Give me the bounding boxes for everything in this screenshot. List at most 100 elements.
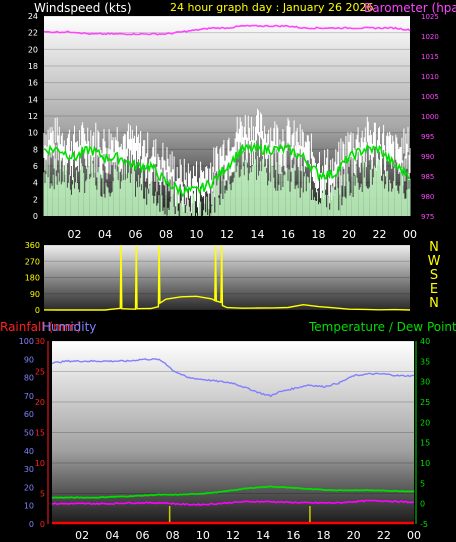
hour-tick-label: 00 — [403, 228, 417, 241]
wind-tick-label: 14 — [28, 95, 38, 104]
hour-tick-label: 18 — [312, 228, 326, 241]
hour-tick-label: 10 — [190, 228, 204, 241]
rainfall-tick-label: 5 — [40, 490, 45, 499]
humidity-tick-label: 40 — [24, 447, 34, 456]
barometer-tick-label: 985 — [421, 173, 434, 181]
humidity-tick-label: 30 — [24, 465, 34, 474]
wind-tick-label: 2 — [33, 195, 38, 204]
hour-tick-label: 10 — [196, 529, 210, 542]
temperature-tick-label: -5 — [420, 520, 428, 529]
direction-panel-background — [44, 245, 410, 310]
barometer-series — [43, 24, 411, 36]
barometer-axis-title: Barometer (hpa) — [364, 1, 456, 15]
wind-tick-label: 18 — [28, 62, 38, 71]
wind-speed-series — [43, 153, 411, 216]
rainfall-tick-label: 10 — [35, 459, 45, 468]
barometer-tick-label: 1010 — [421, 73, 439, 81]
hour-tick-label: 04 — [105, 529, 119, 542]
direction-tick-label: 90 — [30, 290, 40, 299]
wind-average-series — [43, 141, 411, 198]
date-title: 24 hour graph day : January 26 2026 — [170, 1, 374, 14]
barometer-tick-label: 1020 — [421, 33, 439, 41]
direction-tick-label: 270 — [25, 257, 40, 266]
hour-tick-label: 02 — [68, 228, 82, 241]
temperature-tick-label: 25 — [420, 398, 430, 407]
hour-tick-label: 22 — [373, 228, 387, 241]
barometer-tick-label: 1015 — [421, 53, 439, 61]
wind-axis-title: Windspeed (kts) — [34, 1, 132, 15]
humidity-tick-label: 90 — [24, 355, 34, 364]
barometer-tick-label: 995 — [421, 133, 434, 141]
wind-tick-label: 12 — [28, 112, 38, 121]
hour-tick-label: 06 — [136, 529, 150, 542]
wind-tick-label: 10 — [28, 129, 38, 138]
hour-tick-label: 12 — [226, 529, 240, 542]
wind-tick-label: 22 — [28, 29, 38, 38]
rainfall-tick-label: 20 — [35, 398, 45, 407]
humidity-tick-label: 70 — [24, 392, 34, 401]
hour-tick-label: 20 — [347, 529, 361, 542]
barometer-tick-label: 990 — [421, 153, 434, 161]
temperature-tick-label: 35 — [420, 357, 430, 366]
rainfall-tick-label: 15 — [35, 429, 45, 438]
hour-tick-label: 16 — [286, 529, 300, 542]
temperature-tick-label: 0 — [420, 500, 425, 509]
direction-series — [43, 244, 411, 311]
wind-tick-label: 20 — [28, 45, 38, 54]
hour-tick-label: 08 — [159, 228, 173, 241]
wind-tick-label: 24 — [28, 12, 38, 21]
humidity-series — [51, 357, 415, 398]
temperature-tick-label: 10 — [420, 459, 430, 468]
hour-tick-label: 06 — [129, 228, 143, 241]
temperature-tick-label: 15 — [420, 439, 430, 448]
compass-label: N — [429, 296, 439, 311]
hour-tick-label: 16 — [281, 228, 295, 241]
wind-tick-label: 6 — [33, 162, 38, 171]
hour-tick-label: 20 — [342, 228, 356, 241]
compass-label: E — [430, 282, 438, 297]
humidity-tick-label: 100 — [19, 337, 34, 346]
temperature-tick-label: 30 — [420, 378, 430, 387]
rainfall-tick-label: 0 — [40, 520, 45, 529]
rainfall-tick-label: 25 — [35, 368, 45, 377]
temperature-tick-label: 20 — [420, 418, 430, 427]
direction-tick-label: 0 — [35, 306, 40, 315]
wind-tick-label: 4 — [33, 179, 38, 188]
barometer-tick-label: 1000 — [421, 113, 439, 121]
hour-tick-label: 22 — [377, 529, 391, 542]
hour-tick-label: 08 — [166, 529, 180, 542]
rainfall-tick-label: 30 — [35, 337, 45, 346]
compass-label: W — [428, 254, 441, 269]
barometer-tick-label: 975 — [421, 213, 434, 221]
wind-tick-label: 8 — [33, 145, 38, 154]
hour-tick-label: 18 — [317, 529, 331, 542]
hour-tick-label: 04 — [98, 228, 112, 241]
humidity-tick-label: 0 — [29, 520, 34, 529]
humidity-tick-label: 80 — [24, 374, 34, 383]
humidity-axis-title: Humidity — [42, 320, 96, 334]
humidity-panel-background — [52, 341, 414, 524]
temperature-series — [51, 485, 415, 499]
hour-tick-label: 02 — [75, 529, 89, 542]
humidity-tick-label: 60 — [24, 410, 34, 419]
hour-tick-label: 12 — [220, 228, 234, 241]
dew-point-series — [51, 499, 415, 506]
hour-tick-label: 14 — [256, 529, 270, 542]
hour-tick-label: 14 — [251, 228, 265, 241]
temperature-axis-title: Temperature / Dew Point (c) — [308, 320, 456, 334]
barometer-tick-label: 1005 — [421, 93, 439, 101]
humidity-tick-label: 50 — [24, 429, 34, 438]
barometer-tick-label: 980 — [421, 193, 434, 201]
temperature-tick-label: 5 — [420, 479, 425, 488]
hour-tick-label: 00 — [407, 529, 421, 542]
temperature-tick-label: 40 — [420, 337, 430, 346]
wind-tick-label: 16 — [28, 79, 38, 88]
barometer-tick-label: 1025 — [421, 13, 439, 21]
compass-label: S — [430, 268, 438, 283]
wind-tick-label: 0 — [33, 212, 38, 221]
compass-label: N — [429, 240, 439, 255]
direction-tick-label: 360 — [25, 241, 40, 250]
humidity-tick-label: 10 — [24, 502, 34, 511]
direction-tick-label: 180 — [25, 274, 40, 283]
